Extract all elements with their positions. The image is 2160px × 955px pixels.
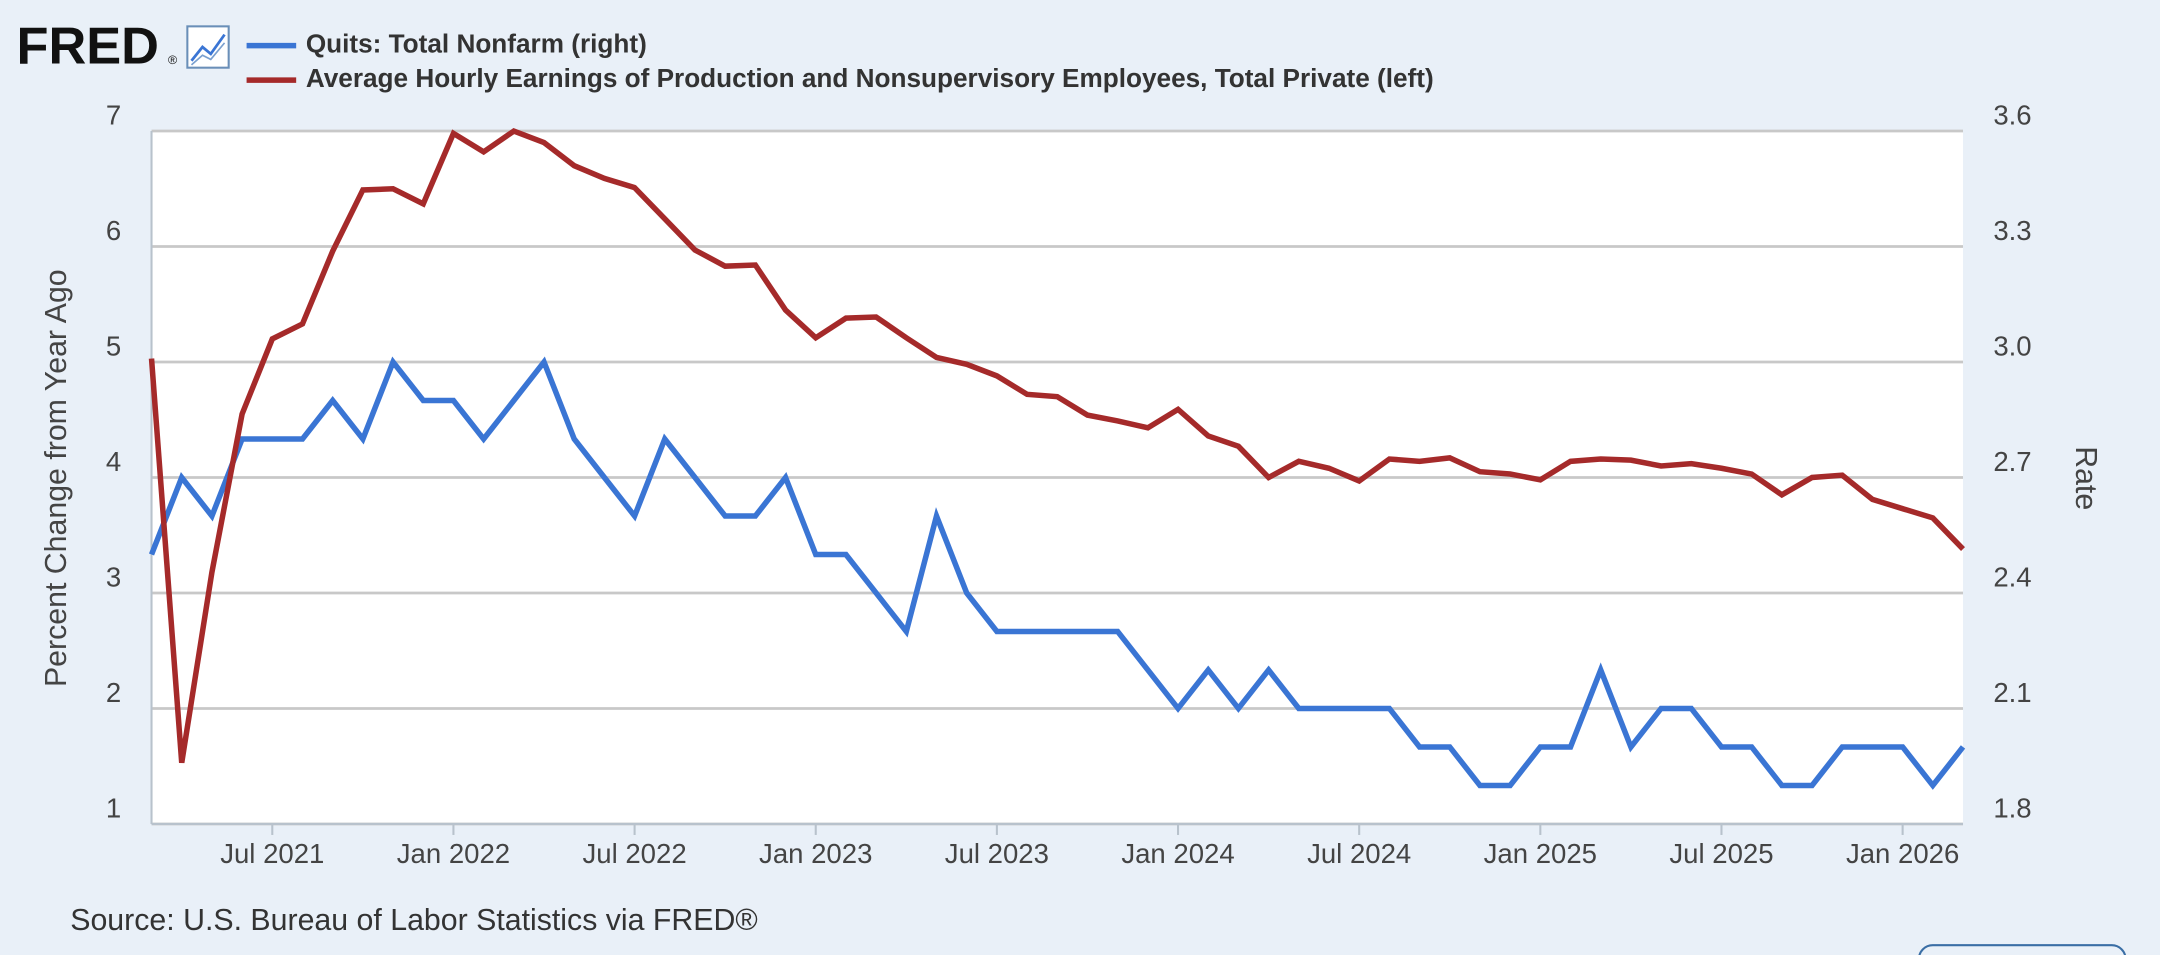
x-tick-label: Jul 2024	[1307, 838, 1411, 869]
y-tick-label: 1	[106, 792, 121, 823]
y2-tick-label: 3.0	[1993, 331, 2031, 362]
x-tick-label: Jul 2022	[583, 838, 687, 869]
x-tick-label: Jul 2021	[220, 838, 324, 869]
source: Source: U.S. Bureau of Labor Statistics …	[70, 904, 757, 937]
logo-text: FRED	[17, 18, 159, 76]
series-line	[148, 127, 1965, 764]
y-tick-label: 7	[106, 100, 121, 131]
x-tick-label: Jan 2025	[1484, 838, 1597, 869]
y-tick-label: 5	[106, 331, 121, 362]
logo-icon	[186, 25, 230, 69]
button-edge	[1918, 944, 2127, 955]
series-line	[148, 356, 1966, 790]
y2-tick-label: 2.4	[1993, 561, 2031, 592]
y-tick-label: 6	[106, 215, 121, 246]
y2-tick-label: 3.6	[1993, 100, 2031, 131]
y2-tick-label: 1.8	[1993, 792, 2031, 823]
legend-label: Quits: Total Nonfarm (right)	[306, 29, 647, 59]
y-tick-label: 2	[106, 677, 121, 708]
y-tick-label: 3	[106, 561, 121, 592]
legend-label: Average Hourly Earnings of Production an…	[306, 63, 1434, 93]
y-tick-label: 4	[106, 446, 121, 477]
x-tick-label: Jul 2023	[945, 838, 1049, 869]
x-tick-label: Jan 2022	[397, 838, 510, 869]
logo-mark: ®	[168, 53, 177, 67]
y-axis-label: Percent Change from Year Ago	[40, 269, 73, 687]
x-tick-label: Jul 2025	[1669, 838, 1773, 869]
x-tick-label: Jan 2024	[1121, 838, 1234, 869]
y2-tick-label: 3.3	[1993, 215, 2031, 246]
x-tick-label: Jan 2023	[759, 838, 872, 869]
y2-tick-label: 2.1	[1993, 677, 2031, 708]
y2-axis-label: Rate	[2069, 446, 2102, 510]
y2-tick-label: 2.7	[1993, 446, 2031, 477]
x-tick-label: Jan 2026	[1846, 838, 1959, 869]
